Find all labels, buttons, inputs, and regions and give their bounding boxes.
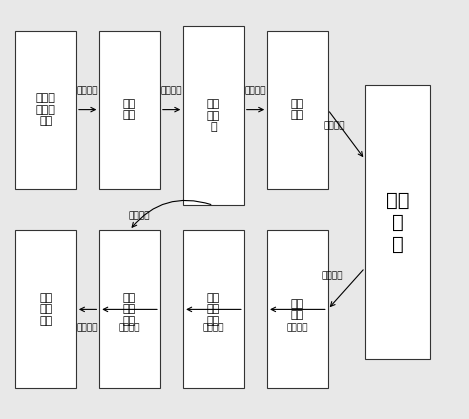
- Text: 待测
样
品: 待测 样 品: [386, 191, 409, 253]
- FancyBboxPatch shape: [183, 26, 244, 205]
- Text: 电压信号: 电压信号: [203, 323, 224, 333]
- Text: 电压信号: 电压信号: [322, 272, 343, 281]
- Text: 测量
电极: 测量 电极: [291, 299, 304, 320]
- Text: 信号
调理
电路: 信号 调理 电路: [207, 293, 220, 326]
- Text: 激励电流: 激励电流: [324, 122, 346, 131]
- Text: 激励电流: 激励电流: [245, 86, 266, 96]
- Text: 激励
电极: 激励 电极: [291, 99, 304, 120]
- FancyBboxPatch shape: [183, 230, 244, 388]
- FancyBboxPatch shape: [365, 85, 431, 360]
- Text: 激励电压: 激励电压: [77, 86, 98, 96]
- Text: 程控信
号与发
生器: 程控信 号与发 生器: [36, 93, 56, 126]
- Text: 电压信号: 电压信号: [119, 323, 140, 333]
- Text: 激励电压: 激励电压: [161, 86, 182, 96]
- Text: 放幅
电路: 放幅 电路: [123, 99, 136, 120]
- FancyBboxPatch shape: [15, 31, 76, 189]
- FancyBboxPatch shape: [267, 31, 328, 189]
- Text: 电压信号: 电压信号: [287, 323, 308, 333]
- FancyBboxPatch shape: [99, 230, 160, 388]
- FancyBboxPatch shape: [15, 230, 76, 388]
- Text: 模数
转换
电路: 模数 转换 电路: [39, 293, 53, 326]
- FancyBboxPatch shape: [99, 31, 160, 189]
- FancyBboxPatch shape: [267, 230, 328, 388]
- Text: 幅相
检测
单元: 幅相 检测 单元: [123, 293, 136, 326]
- Text: 电压信号: 电压信号: [77, 323, 98, 333]
- Text: 恒流
源电
路: 恒流 源电 路: [207, 99, 220, 132]
- Text: 激励电压: 激励电压: [128, 211, 150, 220]
